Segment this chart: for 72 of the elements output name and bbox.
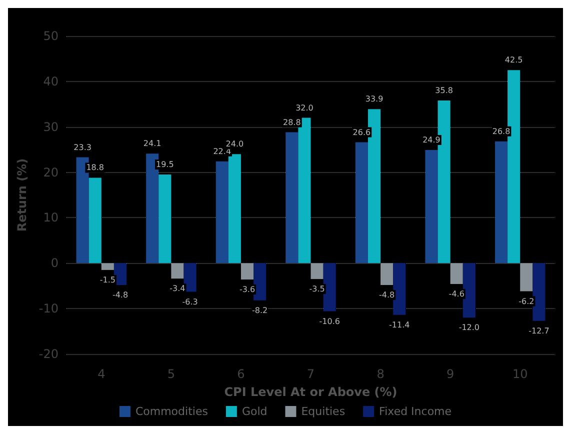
- bar: [393, 263, 406, 315]
- data-label: -3.4: [170, 284, 186, 294]
- data-label: 35.8: [435, 86, 453, 96]
- data-label: -1.5: [100, 275, 116, 284]
- x-tick-label: 8: [376, 367, 384, 381]
- bar: [216, 161, 228, 264]
- y-tick-label: -10: [38, 302, 58, 316]
- y-axis-title: Return (%): [15, 158, 29, 232]
- y-tick-label: 40: [43, 74, 58, 88]
- bar: [520, 263, 533, 292]
- data-label: 19.5: [156, 160, 174, 170]
- bar: [532, 263, 546, 321]
- data-label: 23.3: [74, 142, 92, 152]
- bar: [158, 174, 172, 264]
- y-tick-label: 0: [50, 256, 58, 270]
- data-label: -4.6: [448, 290, 464, 299]
- bar: [323, 263, 336, 312]
- bar: [462, 263, 476, 318]
- bar: [240, 263, 254, 280]
- x-tick-label: 4: [98, 367, 106, 381]
- bar: [450, 263, 463, 284]
- data-label: 42.5: [504, 56, 523, 65]
- data-label: -10.6: [319, 316, 340, 326]
- bar: [114, 263, 127, 285]
- x-axis-title: CPI Level At or Above (%): [224, 385, 398, 399]
- x-tick-label: 6: [237, 367, 245, 381]
- legend-label: Equities: [301, 405, 346, 418]
- data-label: -12.0: [458, 323, 480, 332]
- data-label: -3.5: [309, 284, 325, 294]
- bar: [184, 263, 196, 292]
- data-label: 26.8: [492, 126, 510, 136]
- x-tick-label: 9: [446, 367, 454, 381]
- x-tick-label: 7: [306, 367, 315, 381]
- data-label: -12.7: [528, 326, 550, 336]
- bar: [76, 157, 89, 264]
- data-label: -11.4: [389, 320, 410, 330]
- legend-label: Commodities: [135, 405, 208, 418]
- bar: [355, 142, 368, 264]
- data-label: 32.0: [296, 103, 314, 112]
- x-tick-label: 5: [167, 367, 175, 381]
- data-label: 24.1: [143, 139, 162, 148]
- bar: [380, 263, 394, 285]
- bar: [88, 178, 102, 264]
- bar: [254, 263, 266, 300]
- bar: [228, 154, 241, 264]
- bar: [494, 141, 508, 264]
- bar: [286, 132, 298, 264]
- data-label: 18.8: [86, 163, 104, 172]
- data-label: -6.3: [182, 297, 198, 306]
- bar: [310, 263, 324, 280]
- data-label: -4.8: [112, 290, 128, 300]
- data-label: 33.9: [365, 94, 384, 104]
- data-label: -8.2: [252, 306, 268, 315]
- y-tick-label: 10: [43, 210, 58, 225]
- bar: [171, 263, 184, 279]
- bar: [101, 263, 114, 270]
- data-label: 24.9: [422, 136, 440, 145]
- y-tick-label: 20: [43, 165, 58, 180]
- data-label: -6.2: [518, 296, 534, 306]
- y-tick-label: 50: [43, 29, 58, 43]
- data-label: 26.6: [352, 128, 371, 137]
- y-tick-label: 30: [43, 120, 58, 134]
- data-label: 22.4: [213, 146, 232, 156]
- x-tick-label: 10: [512, 367, 528, 381]
- bar: [425, 150, 438, 264]
- y-tick-label: -20: [38, 347, 58, 361]
- legend-label: Fixed Income: [379, 405, 452, 418]
- data-label: -3.6: [239, 284, 256, 294]
- data-label: 24.0: [226, 140, 244, 149]
- data-label: 28.8: [283, 118, 301, 127]
- data-label: -4.8: [379, 290, 395, 300]
- legend-label: Gold: [242, 405, 268, 418]
